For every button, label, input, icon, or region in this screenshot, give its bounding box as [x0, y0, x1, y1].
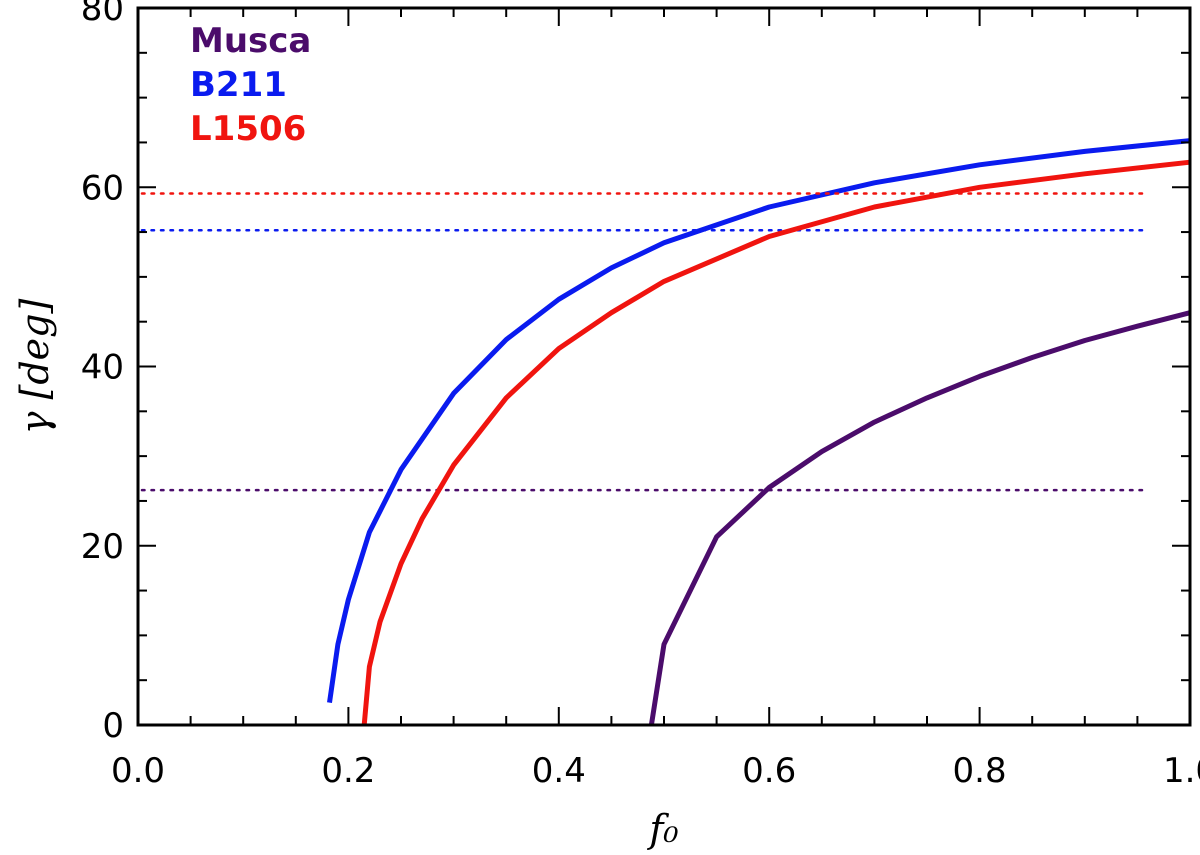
series-line: [648, 310, 1191, 726]
y-tick-label: 80: [81, 0, 124, 29]
x-tick-label: 1.0: [1163, 751, 1200, 791]
axes: 0.0 0.2 0.4 0.6 0.8 1.0 0 20 40 60 80: [81, 0, 1200, 791]
legend-entry: B211: [190, 65, 287, 105]
x-tick-label: 0.8: [953, 751, 1007, 791]
series-line: [361, 159, 1191, 726]
y-axis-label: γ [deg]: [13, 299, 57, 435]
y-tick-label: 60: [81, 168, 124, 208]
x-axis-label: f₀: [646, 807, 678, 851]
y-tick-label: 0: [102, 706, 124, 746]
x-tick-label: 0.6: [742, 751, 796, 791]
legend-entry: Musca: [190, 21, 311, 61]
y-tick-label: 20: [81, 527, 124, 567]
x-tick-label: 0.2: [321, 751, 375, 791]
x-tick-label: 0.0: [111, 751, 165, 791]
plot-area: [140, 138, 1191, 726]
series-line: [327, 138, 1191, 703]
legend-entry: L1506: [190, 109, 306, 149]
y-tick-label: 40: [81, 348, 124, 388]
x-tick-label: 0.4: [532, 751, 586, 791]
